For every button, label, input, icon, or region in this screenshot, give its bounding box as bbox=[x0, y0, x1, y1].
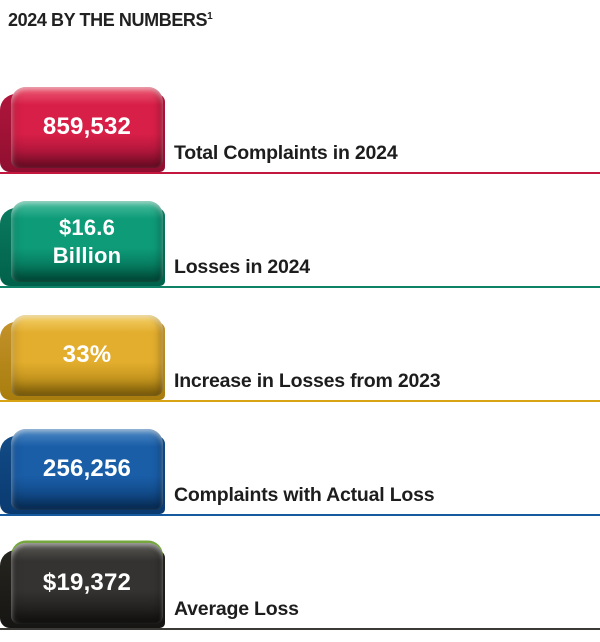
stat-value: $16.6 bbox=[58, 215, 116, 240]
stat-value: $19,372 bbox=[42, 569, 132, 597]
stat-row-losses: $16.6 Billion Losses in 2024 bbox=[0, 174, 600, 288]
stat-value-line2: Billion bbox=[52, 242, 122, 268]
stat-badge: 256,256 bbox=[0, 429, 165, 514]
stat-label: Increase in Losses from 2023 bbox=[174, 370, 441, 392]
page-title-text: 2024 BY THE NUMBERS bbox=[8, 10, 208, 30]
badge-face: $16.6 Billion bbox=[11, 201, 163, 282]
stat-row-average-loss: $19,372 Average Loss bbox=[0, 516, 600, 630]
stat-value: 256,256 bbox=[42, 455, 132, 483]
stat-row-loss-increase: 33% Increase in Losses from 2023 bbox=[0, 288, 600, 402]
badge-face: 859,532 bbox=[11, 87, 163, 168]
page-title: 2024 BY THE NUMBERS1 bbox=[8, 10, 213, 30]
stat-label: Complaints with Actual Loss bbox=[174, 484, 435, 506]
stat-value: 33% bbox=[62, 341, 112, 369]
stat-label: Average Loss bbox=[174, 598, 299, 620]
stat-badge: $19,372 bbox=[0, 543, 165, 628]
stat-badge: $16.6 Billion bbox=[0, 201, 165, 286]
title-footnote-marker: 1 bbox=[207, 11, 213, 22]
stat-row-complaints-actual-loss: 256,256 Complaints with Actual Loss bbox=[0, 402, 600, 516]
stat-badge: 859,532 bbox=[0, 87, 165, 172]
badge-face: 256,256 bbox=[11, 429, 163, 510]
stat-row-total-complaints: 859,532 Total Complaints in 2024 bbox=[0, 87, 600, 174]
badge-face: 33% bbox=[11, 315, 163, 396]
header: 2024 BY THE NUMBERS1 bbox=[0, 0, 600, 88]
stat-label: Total Complaints in 2024 bbox=[174, 142, 398, 164]
badge-face: $19,372 bbox=[11, 543, 163, 624]
stat-value: 859,532 bbox=[42, 113, 132, 141]
stat-label: Losses in 2024 bbox=[174, 256, 310, 278]
stat-badge: 33% bbox=[0, 315, 165, 400]
